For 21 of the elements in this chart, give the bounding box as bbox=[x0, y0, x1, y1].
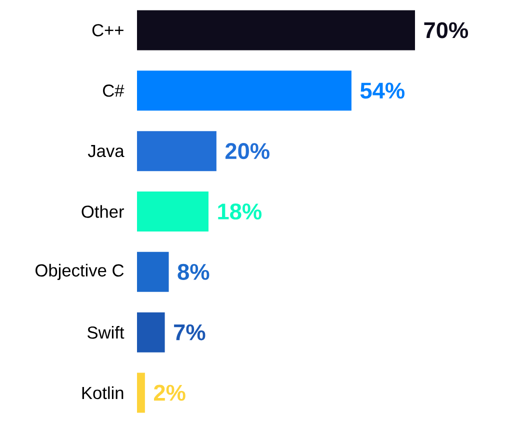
bar bbox=[137, 192, 208, 232]
bar bbox=[137, 252, 169, 292]
y-tick-label: Java bbox=[88, 145, 124, 158]
data-label: 18% bbox=[218, 203, 262, 220]
data-label: 2% bbox=[154, 384, 186, 401]
data-label: 54% bbox=[360, 82, 404, 99]
bar bbox=[137, 10, 415, 50]
y-tick-label: Other bbox=[82, 205, 124, 218]
y-tick-label: C++ bbox=[92, 24, 124, 36]
y-tick-label: Swift bbox=[88, 326, 124, 339]
data-label: 20% bbox=[225, 143, 270, 160]
bar bbox=[137, 312, 165, 352]
bar bbox=[137, 372, 145, 413]
bar bbox=[137, 70, 352, 111]
bar bbox=[137, 131, 216, 172]
data-label: 8% bbox=[178, 264, 210, 280]
data-label: 70% bbox=[424, 22, 468, 38]
y-tick-label: Objective C bbox=[36, 264, 124, 280]
y-tick-label: Kotlin bbox=[82, 386, 124, 400]
data-label: 7% bbox=[174, 324, 206, 340]
y-tick-label: C# bbox=[103, 84, 124, 97]
